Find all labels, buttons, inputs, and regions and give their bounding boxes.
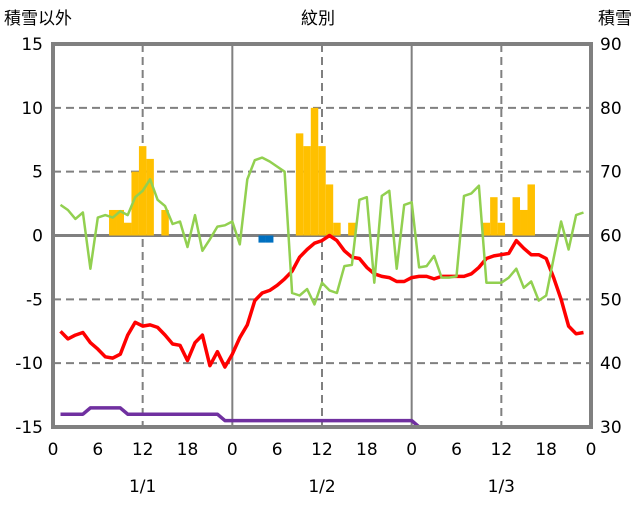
x-tick: 0 [586, 440, 597, 460]
x-tick: 6 [92, 440, 103, 460]
date-label: 1/3 [488, 477, 515, 497]
series-red-line [59, 233, 584, 369]
bar [333, 222, 341, 236]
x-tick: 6 [451, 440, 462, 460]
bar [482, 222, 491, 236]
bar [497, 222, 506, 236]
x-tick: 18 [177, 440, 199, 460]
bar [116, 209, 124, 236]
x-tick: 0 [406, 440, 417, 460]
right-axis-title: 積雪 [598, 9, 632, 29]
y-tick-right: 60 [600, 227, 622, 247]
bar [303, 146, 311, 236]
date-label: 1/2 [308, 477, 335, 497]
bar [310, 107, 319, 236]
x-tick: 12 [491, 440, 513, 460]
bar [161, 209, 169, 236]
bar [520, 209, 528, 236]
x-tick: 18 [356, 440, 378, 460]
y-tick-left: -10 [15, 354, 43, 374]
x-tick: 0 [227, 440, 238, 460]
bars [109, 107, 535, 243]
y-tick-left: 10 [21, 99, 43, 119]
y-tick-right: 40 [600, 354, 622, 374]
y-tick-left: 5 [32, 163, 43, 183]
bar [109, 209, 117, 236]
bar [295, 133, 304, 236]
x-tick: 6 [272, 440, 283, 460]
plot-frame [51, 42, 593, 429]
y-tick-right: 90 [600, 35, 622, 55]
bar [348, 222, 356, 236]
y-tick-left: -15 [15, 418, 43, 438]
y-tick-right: 50 [600, 290, 622, 310]
y-tick-right: 70 [600, 163, 622, 183]
series-green-line [59, 156, 584, 306]
bar [325, 184, 334, 236]
bar [131, 171, 139, 236]
bar [490, 197, 498, 236]
chart-title: 紋別 [301, 9, 335, 29]
bar [527, 184, 535, 236]
left-axis-title: 積雪以外 [4, 9, 72, 29]
x-tick: 0 [48, 440, 59, 460]
y-tick-left: -5 [26, 290, 43, 310]
bar [146, 158, 154, 236]
date-label: 1/1 [129, 477, 156, 497]
y-tick-left: 15 [21, 35, 43, 55]
bar [265, 235, 274, 243]
y-tick-right: 30 [600, 418, 622, 438]
x-tick: 18 [535, 440, 557, 460]
y-tick-left: 0 [32, 227, 43, 247]
bar [512, 197, 521, 236]
bar [123, 222, 132, 236]
x-tick: 12 [132, 440, 154, 460]
y-tick-right: 80 [600, 99, 622, 119]
bar [258, 235, 266, 243]
x-tick: 12 [311, 440, 333, 460]
bar [318, 146, 326, 236]
